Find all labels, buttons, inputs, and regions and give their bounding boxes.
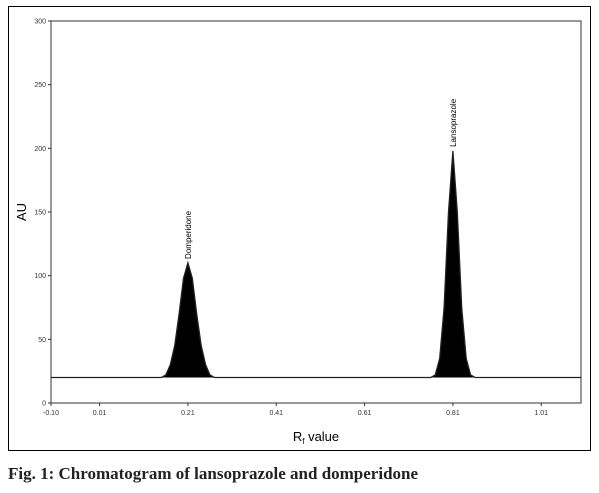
x-axis-label-main: R	[293, 429, 302, 444]
y-axis-label: AU	[14, 203, 29, 221]
y-tick-label: 250	[34, 82, 46, 89]
x-tick-label: 0.81	[446, 410, 460, 417]
y-tick-label: 0	[42, 401, 46, 408]
x-axis-label-subscript: f	[302, 437, 305, 446]
chart-frame: 0 50 100 150 200 250 300 -0.10 0.01 0.21 0.41 0.61…	[8, 6, 591, 451]
y-tick-label: 150	[34, 210, 46, 217]
x-tick-label: 0.01	[93, 410, 107, 417]
y-tick-label: 100	[34, 273, 46, 280]
chromatogram-fill	[51, 150, 581, 378]
x-axis-label: Rf value	[293, 429, 339, 446]
x-tick-label: -0.10	[43, 410, 59, 417]
x-tick-label: 1.01	[534, 410, 548, 417]
peak-annotation: Lansoprazole	[449, 98, 458, 147]
x-tick-label: 0.21	[181, 410, 195, 417]
chromatogram-chart: 0 50 100 150 200 250 300 -0.10 0.01 0.21 0.41 0.61…	[14, 19, 582, 446]
x-tick-label: 0.61	[358, 410, 372, 417]
peak-annotation: Domperidone	[184, 210, 193, 259]
x-axis-label-rest: value	[304, 429, 339, 444]
figure-caption: Fig. 1: Chromatogram of lansoprazole and…	[8, 464, 419, 483]
y-tick-label: 50	[38, 337, 46, 344]
chromatogram-trace	[51, 150, 581, 379]
y-tick-label: 300	[34, 19, 46, 26]
plot-area	[50, 20, 582, 404]
x-tick-label: 0.41	[269, 410, 283, 417]
y-tick-label: 200	[34, 146, 46, 153]
